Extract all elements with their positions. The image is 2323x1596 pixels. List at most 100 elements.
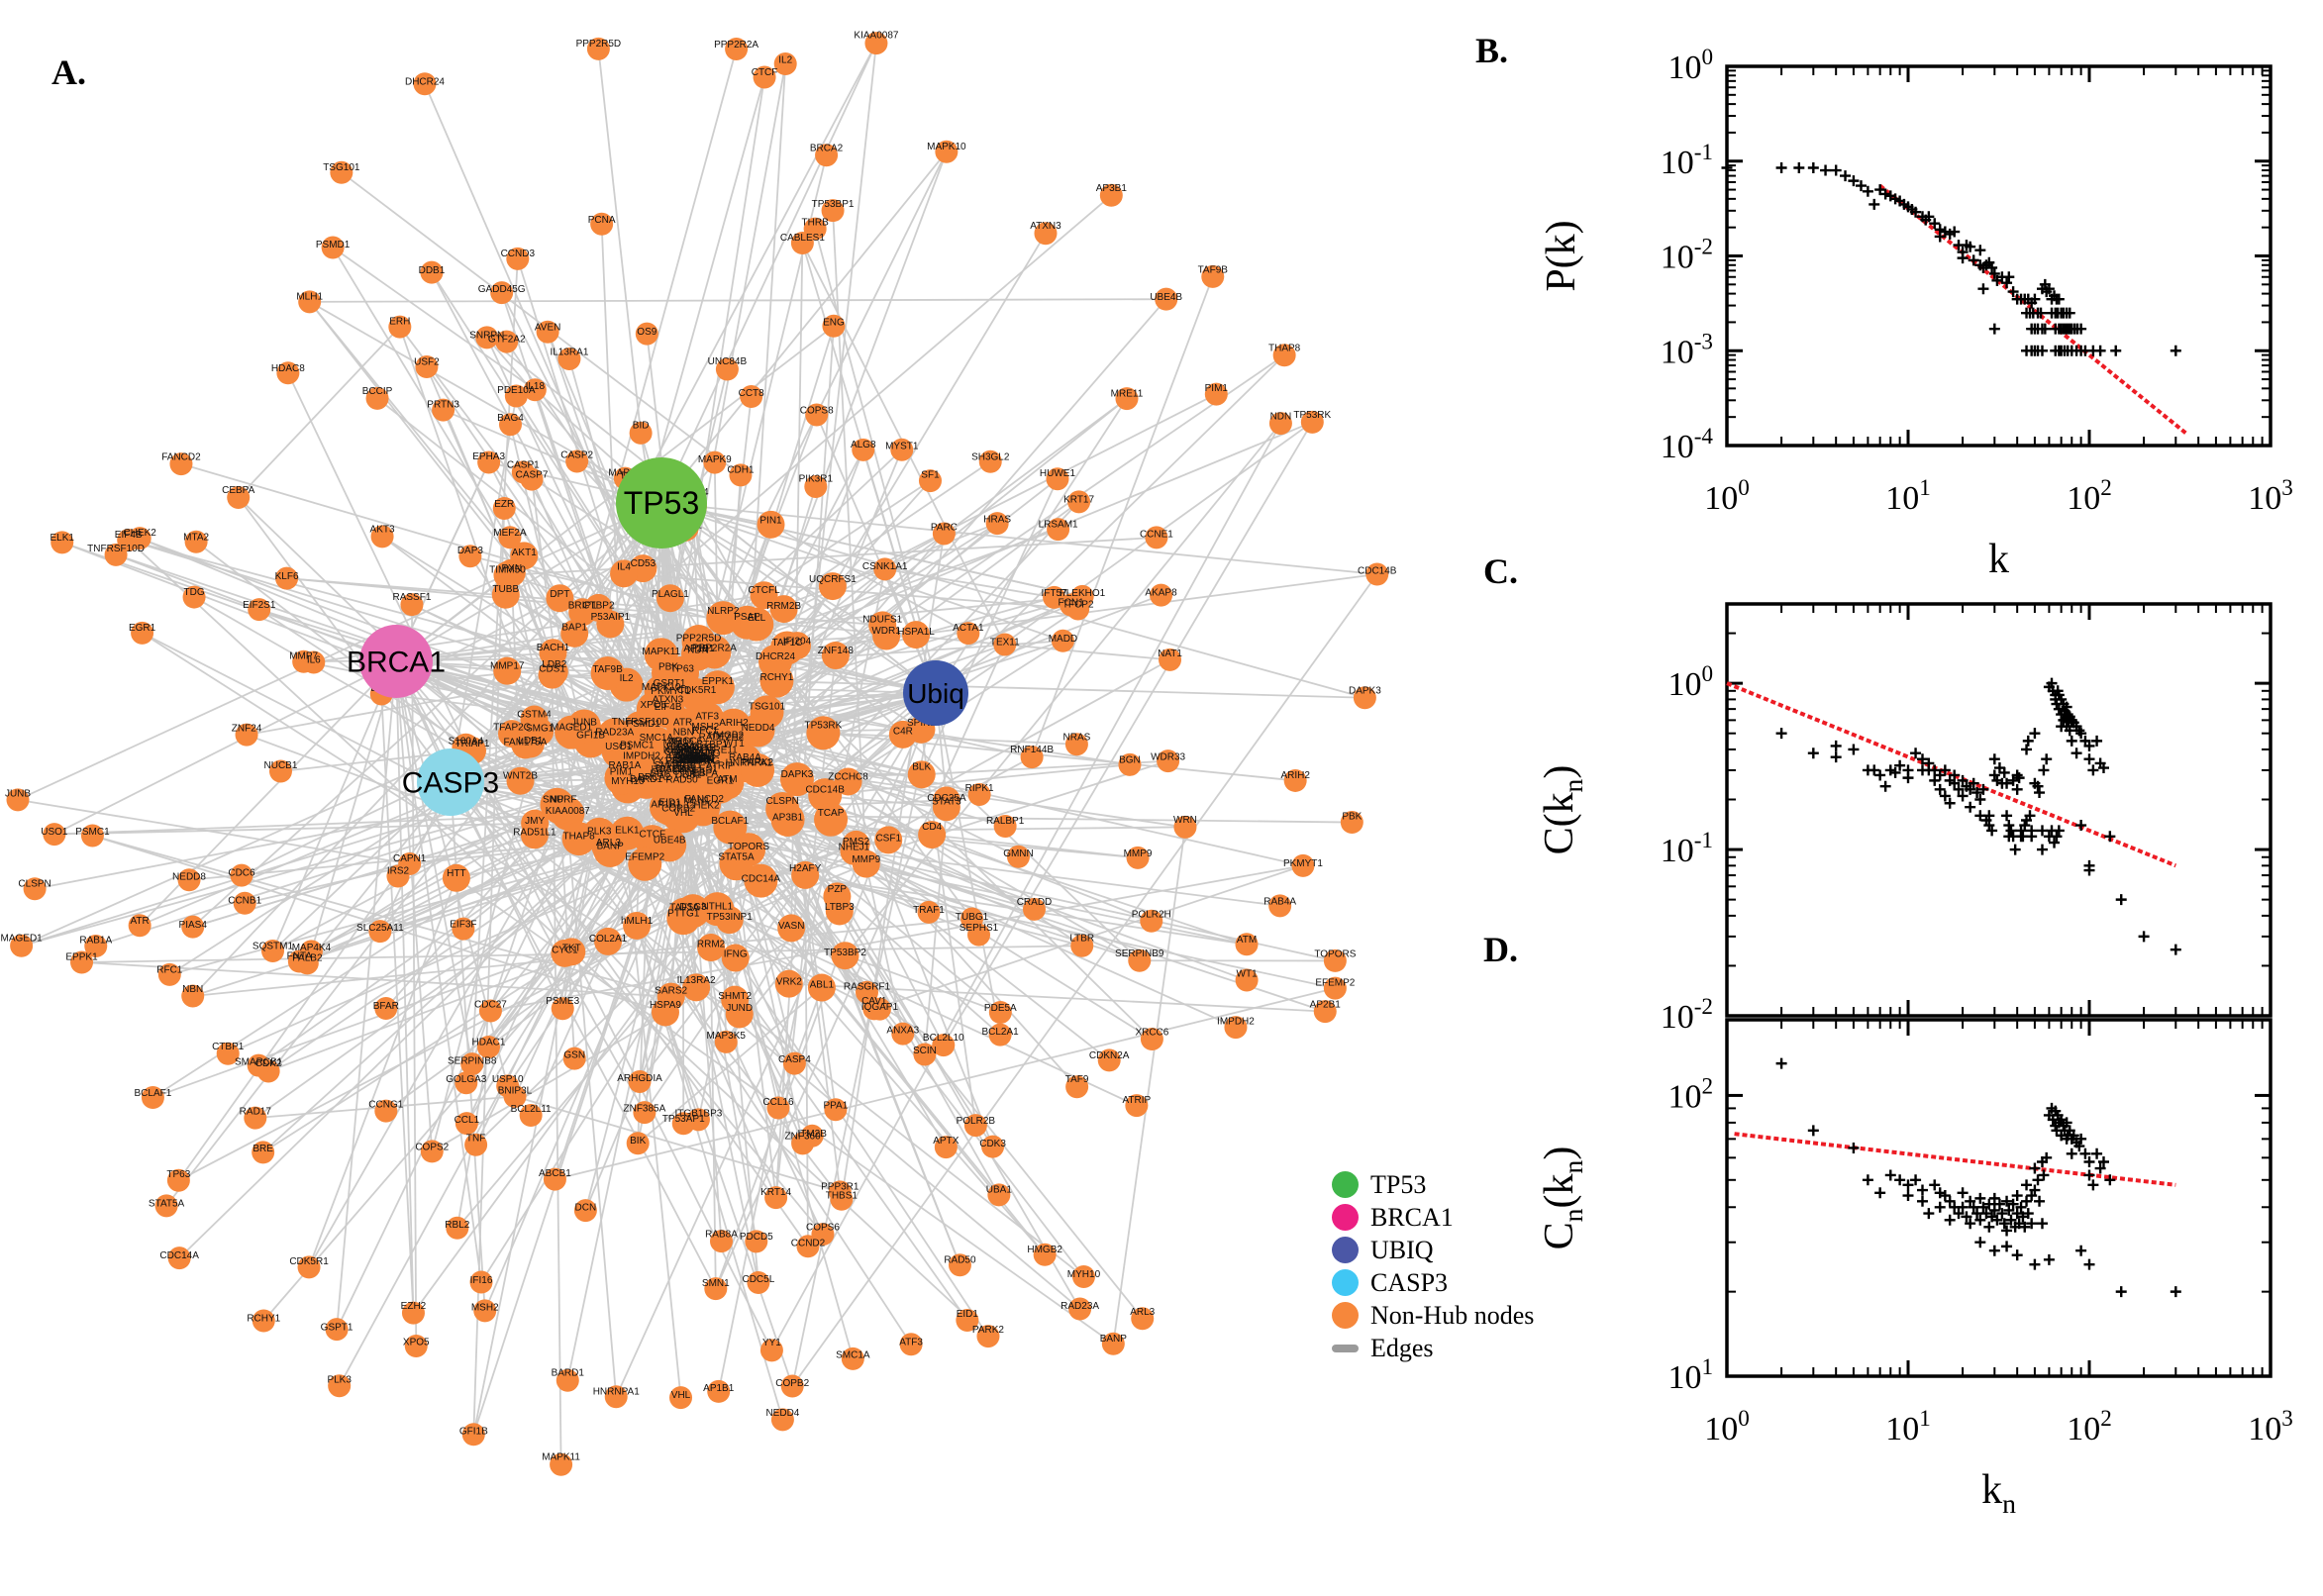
network-node xyxy=(325,1318,349,1342)
network-node xyxy=(154,1194,178,1218)
network-edge xyxy=(943,421,1314,1047)
legend-item-casp3: CASP3 xyxy=(1332,1266,1534,1299)
network-node xyxy=(1145,526,1168,549)
network-node xyxy=(773,52,797,76)
brca1-node-icon xyxy=(1332,1204,1359,1231)
node-label: BRCA2 xyxy=(810,143,844,153)
hub-tp53-node xyxy=(616,457,707,549)
edge-swatch-icon xyxy=(1332,1344,1359,1352)
network-node xyxy=(1155,287,1178,311)
node-label: HSPA9 xyxy=(650,1000,681,1011)
data-point xyxy=(1965,801,1976,813)
network-node xyxy=(477,450,501,474)
node-label: USO1 xyxy=(605,742,633,752)
node-label: BRIP1 xyxy=(568,600,597,611)
tick-label: 100 xyxy=(1704,475,1750,517)
data-point xyxy=(1934,1201,1946,1213)
node-label: VRK2 xyxy=(776,976,803,987)
node-label: KIAA0087 xyxy=(546,806,590,817)
data-point xyxy=(2001,1241,2013,1252)
node-label: AKAP8 xyxy=(1145,588,1177,599)
node-label: AP1B1 xyxy=(651,799,682,810)
node-label: WRN xyxy=(690,754,714,765)
node-label: BCCIP xyxy=(679,754,710,765)
node-label: TDG xyxy=(184,587,205,598)
node-label: CSNK1A1 xyxy=(862,561,908,572)
network-edge xyxy=(238,326,401,499)
data-point xyxy=(2066,1147,2077,1159)
node-label: CASP1 xyxy=(507,460,540,471)
node-label: MAPK10 xyxy=(927,142,966,152)
node-label: CCNB1 xyxy=(674,756,708,767)
network-node xyxy=(985,512,1009,536)
node-label: IL2 xyxy=(620,673,634,684)
network-node xyxy=(725,1000,754,1029)
node-label: GOLGA3 xyxy=(446,1074,487,1085)
network-node xyxy=(1101,1332,1125,1355)
node-label: TNFRSF10D xyxy=(87,544,145,554)
node-label: CCND3 xyxy=(501,249,536,259)
network-node xyxy=(917,900,941,924)
network-edge xyxy=(660,502,1063,643)
network-node xyxy=(493,560,522,589)
network-node xyxy=(235,723,258,747)
data-point xyxy=(1807,162,1819,174)
network-edge xyxy=(660,502,937,694)
data-point xyxy=(1830,751,1842,763)
network-node xyxy=(967,783,991,807)
node-label: USF2 xyxy=(680,751,706,762)
network-edge xyxy=(450,781,717,1290)
network-node xyxy=(493,656,522,685)
network-edge xyxy=(450,781,666,1014)
data-point xyxy=(1848,1142,1860,1153)
node-label: RAB4A xyxy=(729,752,761,763)
node-label: BACH1 xyxy=(537,643,570,653)
network-edge xyxy=(796,43,877,780)
node-label: RAD50 xyxy=(944,1254,976,1265)
node-label: CD53 xyxy=(631,558,656,569)
node-label: ELK1 xyxy=(615,825,640,836)
node-label: CLSPN xyxy=(18,879,50,890)
node-label: PIAS4 xyxy=(666,742,695,752)
node-label: SMC1A xyxy=(640,733,674,744)
network-node xyxy=(1046,467,1069,491)
node-label: RAD17 xyxy=(699,732,732,743)
node-label: PALB2 xyxy=(292,953,323,964)
data-point xyxy=(1807,1125,1819,1137)
node-label: TAF1C xyxy=(771,638,802,648)
network-node xyxy=(10,934,34,957)
tick-label: 10-4 xyxy=(1661,424,1714,465)
network-node xyxy=(610,559,639,588)
network-node xyxy=(750,581,778,610)
node-label: MADD xyxy=(1049,634,1077,645)
node-label: DSG3 xyxy=(679,902,707,913)
node-label: ATXN3 xyxy=(1030,221,1061,232)
network-node xyxy=(803,217,827,241)
network-node xyxy=(753,65,776,89)
network-edge xyxy=(128,539,556,673)
y-axis-label: P(k) xyxy=(1539,220,1584,291)
node-label: USF2 xyxy=(414,356,440,367)
network-edge xyxy=(431,271,684,745)
network-node xyxy=(275,566,299,590)
node-label: PLK3 xyxy=(327,1374,352,1385)
legend-item-tp53: TP53 xyxy=(1332,1168,1534,1201)
network-node xyxy=(791,1132,815,1155)
nonhub-node-icon xyxy=(1332,1302,1359,1329)
network-node xyxy=(777,914,806,943)
node-label: MMP9 xyxy=(852,854,880,865)
network-edge xyxy=(660,150,948,504)
node-label: NEDD4 xyxy=(765,1408,799,1419)
data-point xyxy=(2021,1195,2033,1207)
network-node xyxy=(714,1030,738,1053)
node-label: APTX xyxy=(933,1136,959,1147)
node-label: PSMD1 xyxy=(316,240,351,250)
node-label: PCNA xyxy=(665,756,693,767)
node-label: TFAP2C xyxy=(493,722,531,733)
node-label: FANCD2 xyxy=(161,452,201,463)
node-label: CDC14B xyxy=(1358,565,1397,576)
network-node xyxy=(932,1034,956,1057)
network-node xyxy=(987,1183,1011,1207)
node-label: COPS8 xyxy=(800,406,834,417)
tick-label: 10-2 xyxy=(1661,994,1713,1036)
